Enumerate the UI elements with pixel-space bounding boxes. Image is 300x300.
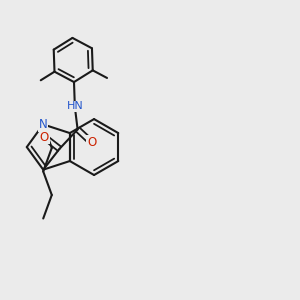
Text: O: O	[87, 136, 96, 149]
Text: O: O	[40, 130, 49, 143]
Text: N: N	[39, 118, 48, 131]
Text: HN: HN	[67, 101, 83, 112]
